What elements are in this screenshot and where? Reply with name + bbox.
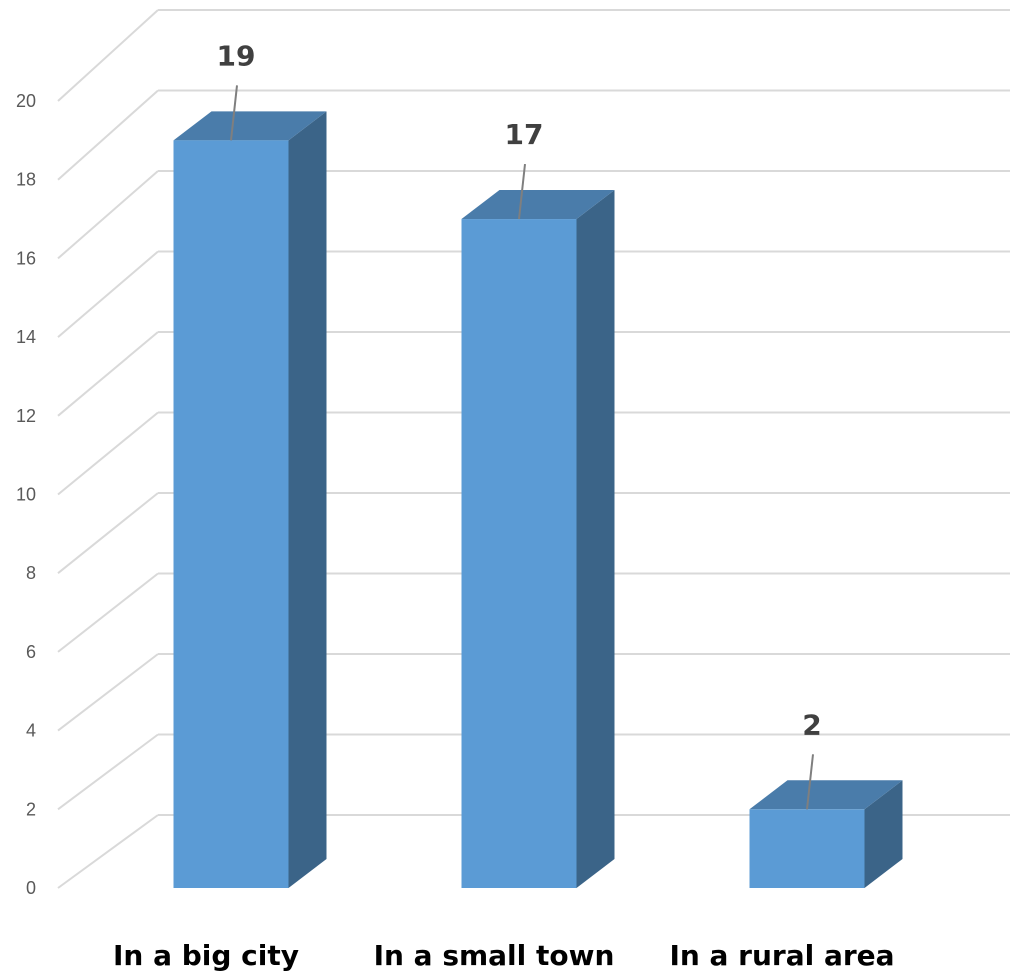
data-labels: 19 17 2: [217, 39, 822, 810]
gridline-diagonal: [57, 170, 159, 260]
leader-line: [806, 754, 814, 810]
y-tick-label: 16: [16, 248, 36, 268]
y-tick-label: 12: [16, 406, 36, 426]
y-tick-label: 4: [26, 721, 36, 741]
bar: [173, 111, 327, 889]
bar-side: [288, 111, 327, 889]
gridline-diagonal: [57, 572, 159, 653]
gridline-diagonal: [57, 411, 159, 496]
x-tick-label: In a rural area: [669, 939, 894, 972]
y-tick-label: 6: [26, 642, 36, 662]
bar-top: [749, 780, 903, 810]
y-tick-label: 20: [16, 91, 36, 111]
bar-front: [461, 219, 577, 889]
bar-top: [173, 111, 327, 141]
data-label: 17: [505, 118, 544, 151]
gridline-diagonal: [57, 733, 159, 811]
data-label: 2: [802, 708, 821, 741]
y-tick-label: 10: [16, 485, 36, 505]
y-tick-label: 8: [26, 563, 36, 583]
bar-front: [173, 140, 289, 889]
gridline-diagonal: [57, 89, 159, 181]
bar: [461, 190, 615, 889]
leader-line: [230, 85, 238, 141]
x-tick-label: In a small town: [374, 939, 615, 972]
bar-side: [576, 190, 615, 889]
x-axis: In a big city In a small town In a rural a…: [113, 939, 895, 972]
gridline-diagonal: [57, 250, 159, 338]
gridline-diagonal: [57, 814, 159, 889]
y-tick-label: 0: [26, 878, 36, 898]
bar-top: [461, 190, 615, 220]
bar-front: [749, 809, 865, 888]
gridline-diagonal: [57, 331, 159, 417]
y-tick-label: 14: [16, 327, 36, 347]
y-tick-label: 18: [16, 170, 36, 190]
gridline-diagonal: [57, 653, 159, 732]
y-tick-label: 2: [26, 799, 36, 819]
x-tick-label: In a big city: [113, 939, 299, 972]
data-label: 19: [217, 39, 256, 72]
gridline-diagonal: [57, 492, 159, 574]
gridline-diagonal: [57, 9, 159, 102]
bar: [749, 780, 903, 888]
y-axis: 0 2 4 6 8 10 12 14 16 18 20: [16, 91, 36, 898]
bars: [173, 111, 903, 889]
leader-line: [518, 163, 526, 220]
bar-side: [864, 780, 903, 888]
